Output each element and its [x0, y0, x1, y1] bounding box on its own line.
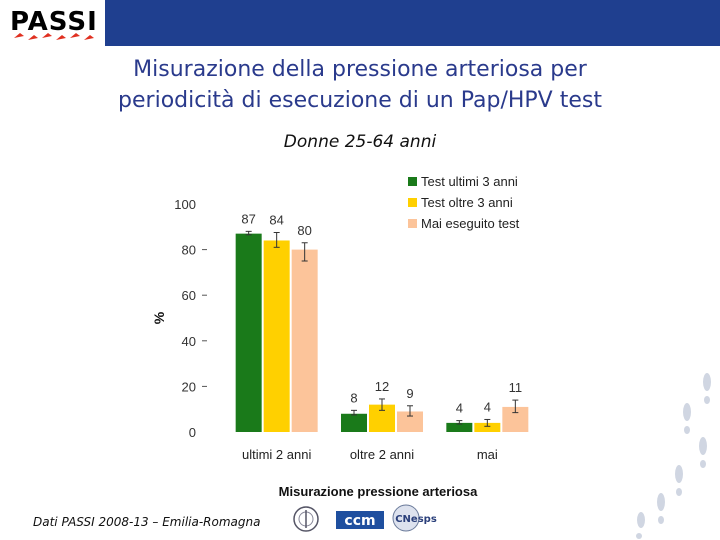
- title-line-2: periodicità di esecuzione di un Pap/HPV …: [118, 88, 602, 113]
- data-source: Dati PASSI 2008-13 – Emilia-Romagna: [33, 515, 261, 529]
- data-label: 8: [350, 390, 357, 405]
- data-label: 4: [484, 399, 491, 414]
- legend-swatch: [408, 177, 417, 186]
- bar: [474, 422, 501, 432]
- sponsor-logos-graphic: ccm CNesps: [293, 504, 437, 532]
- y-tick-label: 40: [182, 334, 196, 349]
- data-label: 87: [241, 211, 255, 226]
- y-tick-label: 20: [182, 379, 196, 394]
- legend-label: Mai eseguito test: [421, 216, 520, 231]
- cnesps-logo: CNesps: [392, 504, 437, 532]
- data-label: 80: [297, 223, 311, 238]
- header-bar: [105, 0, 720, 46]
- ccm-logo-text: ccm: [344, 513, 375, 529]
- bar: [341, 413, 367, 432]
- x-tick-label: oltre 2 anni: [350, 447, 414, 462]
- data-label: 9: [406, 386, 413, 401]
- legend-swatch: [408, 198, 417, 207]
- x-tick-label: mai: [477, 447, 498, 462]
- data-label: 11: [509, 380, 523, 395]
- sponsor-logos: ccm CNesps: [292, 500, 452, 540]
- y-axis-label: %: [151, 311, 167, 324]
- y-tick-label: 80: [182, 243, 196, 258]
- footprints-decoration-graphic: [636, 373, 711, 539]
- header: PASSI: [0, 0, 720, 46]
- logo-text: PASSI: [10, 7, 98, 37]
- page-subtitle: Donne 25-64 anni: [283, 132, 437, 152]
- legend-swatch: [408, 219, 417, 228]
- data-label: 4: [456, 401, 463, 416]
- footprint-icons: [636, 373, 711, 539]
- title-line-1: Misurazione della pressione arteriosa pe…: [133, 57, 587, 82]
- y-tick-label: 60: [182, 288, 196, 303]
- ccm-logo: ccm: [336, 511, 384, 529]
- bar: [235, 233, 262, 432]
- bar: [446, 422, 473, 432]
- bar: [397, 411, 423, 432]
- x-axis-label: Misurazione pressione arteriosa: [279, 484, 478, 499]
- y-tick-label: 100: [174, 197, 196, 212]
- bar-chart: 0 20 40 60 80 100% 87 84 80 ultimi 2 anni 8 12 9 oltr…: [140, 170, 560, 506]
- data-label: 84: [269, 213, 283, 228]
- legend-label: Test ultimi 3 anni: [421, 174, 518, 189]
- logo-footprints-icon: [14, 33, 94, 40]
- y-tick-label: 0: [189, 425, 196, 440]
- page-title: Misurazione della pressione arteriosa pe…: [0, 54, 720, 116]
- chart-svg: 0 20 40 60 80 100% 87 84 80 ultimi 2 anni 8 12 9 oltr…: [151, 174, 529, 499]
- ministry-seal-icon: [293, 506, 319, 532]
- passi-logo-graphic: PASSI: [10, 7, 98, 40]
- footprints-decoration: [625, 370, 720, 540]
- legend-label: Test oltre 3 anni: [421, 195, 513, 210]
- cnesps-logo-text: CNesps: [395, 514, 437, 525]
- passi-logo: PASSI: [8, 4, 100, 44]
- x-tick-label: ultimi 2 anni: [242, 447, 311, 462]
- bar: [291, 249, 318, 432]
- bar: [263, 240, 290, 432]
- data-label: 12: [375, 379, 389, 394]
